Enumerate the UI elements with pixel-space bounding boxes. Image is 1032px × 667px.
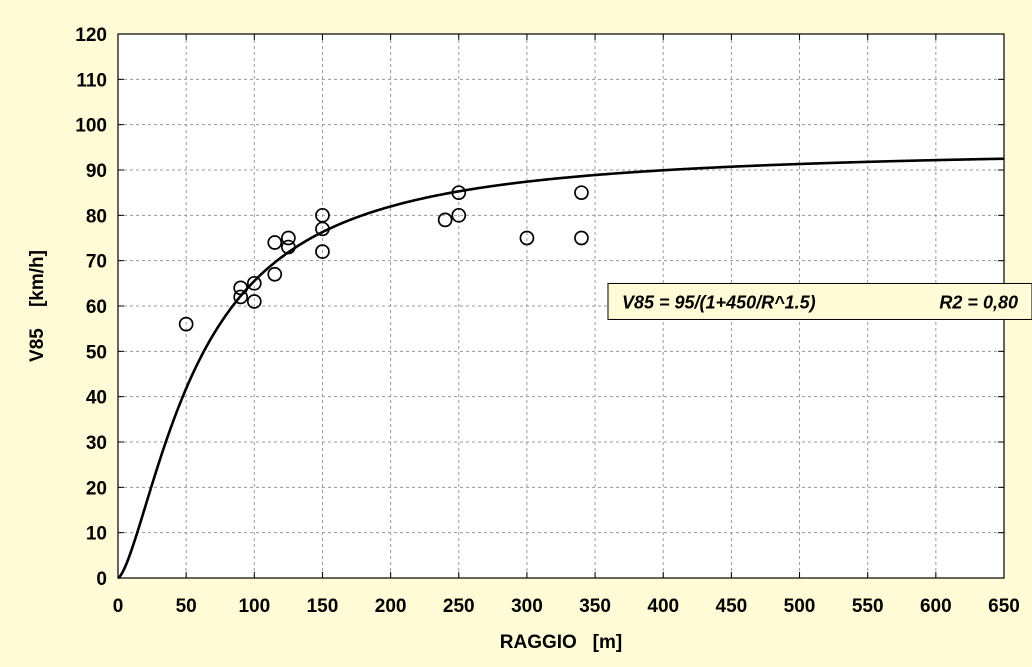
x-tick-label: 100 — [238, 596, 270, 617]
data-point — [281, 230, 296, 246]
y-tick-label: 50 — [86, 342, 107, 363]
y-tick-label: 20 — [86, 478, 107, 499]
data-point — [574, 185, 589, 201]
x-tick-label: 300 — [511, 596, 543, 617]
annotation-box — [607, 282, 1032, 320]
x-tick-label: 200 — [375, 596, 407, 617]
x-tick-label: 550 — [852, 596, 884, 617]
y-tick-label: 100 — [75, 116, 107, 137]
y-tick-label: 70 — [86, 252, 107, 273]
y-axis-label: V85 [km/h] — [27, 250, 48, 362]
axis-ticks — [117, 33, 1005, 579]
data-point — [233, 289, 249, 305]
y-tick-label: 90 — [86, 161, 107, 182]
x-tick-label: 400 — [647, 596, 679, 617]
x-tick-label: 150 — [307, 596, 339, 617]
data-point — [451, 207, 467, 223]
data-point — [315, 207, 330, 223]
y-tick-label: 60 — [86, 297, 107, 318]
x-axis-label: RAGGIO [m] — [500, 632, 622, 653]
x-tick-label: 250 — [443, 596, 475, 617]
x-tick-label: 0 — [113, 596, 124, 617]
data-point — [451, 185, 467, 201]
y-tick-label: 120 — [75, 25, 107, 46]
data-point — [178, 316, 194, 332]
y-tick-label: 10 — [86, 524, 107, 545]
y-tick-label: 110 — [76, 70, 107, 91]
y-tick-label: 0 — [96, 569, 107, 590]
data-point — [315, 244, 330, 259]
x-tick-label: 50 — [176, 596, 197, 617]
x-tick-label: 350 — [579, 596, 611, 617]
data-point — [437, 212, 453, 228]
data-point — [267, 266, 283, 282]
data-point — [246, 275, 262, 291]
annotation-r2: R2 = 0,80 — [939, 292, 1018, 312]
fit-curve — [117, 157, 1005, 580]
y-tick-label: 80 — [86, 206, 107, 227]
data-point — [574, 230, 589, 246]
x-tick-label: 500 — [784, 596, 816, 617]
x-tick-label: 600 — [920, 596, 952, 617]
tick-labels: 0 50 100 150 200 250 300 350 400 450 500 550 600 650 0… — [75, 25, 1020, 617]
equation-annotation: V85 = 95/(1+450/R^1.5) R2 = 0,80 — [607, 282, 1032, 320]
data-points — [178, 185, 589, 332]
annotation-equation: V85 = 95/(1+450/R^1.5) — [622, 292, 816, 312]
data-point — [233, 280, 249, 296]
data-point — [246, 294, 262, 309]
y-tick-label: 40 — [86, 388, 107, 409]
x-tick-label: 450 — [716, 596, 748, 617]
data-point — [267, 235, 283, 250]
data-point — [519, 230, 535, 246]
data-point — [281, 239, 296, 255]
y-tick-label: 30 — [86, 433, 107, 454]
x-tick-label: 650 — [988, 596, 1020, 617]
